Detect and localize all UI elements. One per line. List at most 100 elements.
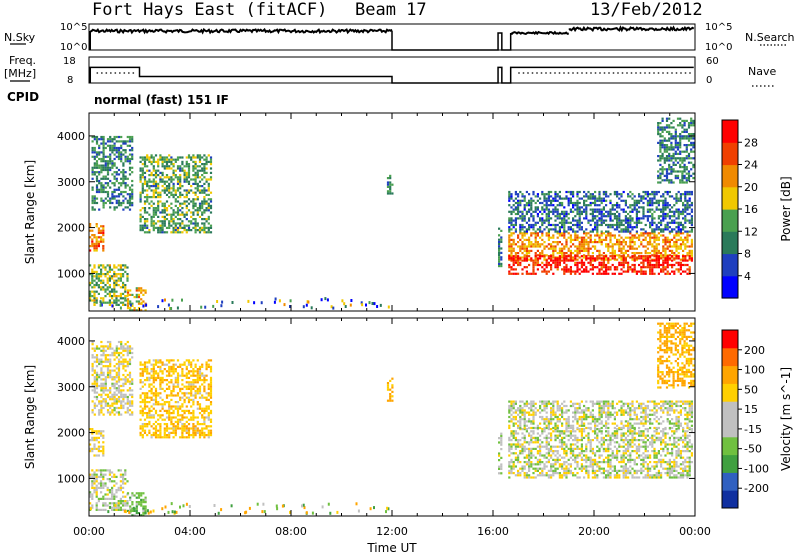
power-cell (607, 257, 610, 260)
velocity-cell (207, 436, 210, 439)
power-cell (598, 234, 601, 237)
power-cell (563, 221, 566, 224)
velocity-cell (113, 413, 116, 416)
power-cell (685, 137, 688, 140)
power-cell (102, 240, 105, 243)
power-cell (662, 247, 665, 250)
velocity-cell (95, 398, 99, 401)
power-cell (519, 223, 522, 227)
power-cell (613, 228, 616, 231)
velocity-cell (122, 382, 125, 385)
power-cell (600, 208, 603, 211)
power-cell (692, 166, 695, 169)
velocity-cell (181, 372, 184, 375)
power-cell (653, 193, 656, 196)
power-cell (190, 229, 193, 232)
power-cell (651, 232, 654, 235)
power-cell (109, 201, 112, 205)
power-cell (552, 254, 555, 257)
power-cell (668, 157, 671, 160)
power-cell (161, 171, 164, 174)
power-cell (598, 212, 601, 216)
power-cell (124, 184, 127, 187)
power-cell (633, 263, 636, 267)
power-cell (598, 208, 601, 211)
power-cell (120, 135, 123, 139)
power-cell (176, 176, 180, 179)
power-cell (122, 149, 125, 152)
power-cell (556, 204, 559, 207)
power-cell (128, 208, 132, 211)
power-cell (681, 166, 684, 169)
velocity-cell (122, 373, 125, 377)
power-cell (690, 122, 693, 125)
velocity-cell (120, 360, 123, 363)
velocity-cell (95, 356, 99, 359)
power-cell (561, 252, 564, 255)
velocity-cell (91, 384, 94, 388)
power-cell (618, 219, 621, 222)
power-cell (93, 245, 96, 248)
power-cell (635, 204, 638, 207)
velocity-cell (95, 360, 99, 363)
velocity-cell (98, 384, 101, 388)
power-cell (666, 263, 669, 267)
power-cell (591, 217, 594, 220)
power-cell (126, 266, 129, 269)
power-cell (644, 236, 647, 239)
power-cell (159, 171, 162, 174)
power-cell (161, 174, 164, 177)
power-cell (152, 224, 155, 227)
power-cell (563, 206, 566, 209)
velocity-cell (207, 365, 210, 368)
power-cell (673, 245, 676, 248)
power-cell (631, 270, 634, 273)
power-cell (183, 165, 186, 168)
power-cell (611, 255, 614, 258)
velocity-cell (192, 423, 195, 426)
power-cell (622, 190, 625, 194)
power-cell (607, 266, 610, 269)
power-cell (111, 144, 114, 147)
velocity-cell (126, 365, 129, 368)
power-cell (115, 166, 118, 169)
power-cell (93, 234, 96, 237)
power-cell (589, 259, 592, 262)
power-cell (525, 249, 528, 252)
power-region (508, 190, 693, 233)
power-cell (558, 217, 561, 220)
velocity-cell (168, 409, 171, 412)
power-cell (583, 210, 586, 213)
velocity-cell (165, 434, 169, 437)
power-cell (95, 297, 98, 300)
power-cell (662, 195, 665, 198)
power-cell (676, 124, 680, 127)
velocity-cell (157, 418, 160, 421)
velocity-cell (185, 385, 188, 388)
power-cell (585, 228, 588, 231)
power-cell (686, 241, 689, 244)
power-cell (638, 195, 641, 198)
power-cell (624, 217, 627, 220)
velocity-cell (192, 425, 195, 428)
power-cell (539, 257, 542, 260)
power-cell (657, 126, 660, 129)
power-cell (183, 213, 186, 216)
power-cell (594, 190, 597, 194)
velocity-cell (181, 427, 184, 430)
velocity-cell (154, 361, 158, 364)
power-cell (517, 234, 520, 237)
power-cell (605, 210, 608, 213)
power-cell (198, 176, 202, 179)
velocity-cell (122, 367, 125, 370)
velocity-cell (154, 429, 158, 432)
velocity-cell (106, 469, 109, 472)
power-cell (187, 191, 191, 194)
power-cell (627, 223, 630, 227)
velocity-cell (124, 469, 127, 472)
power-noise-cell (371, 302, 374, 305)
power-cell (131, 293, 134, 296)
velocity-cell (139, 431, 142, 434)
velocity-cell (97, 508, 100, 511)
power-cell (97, 229, 100, 232)
